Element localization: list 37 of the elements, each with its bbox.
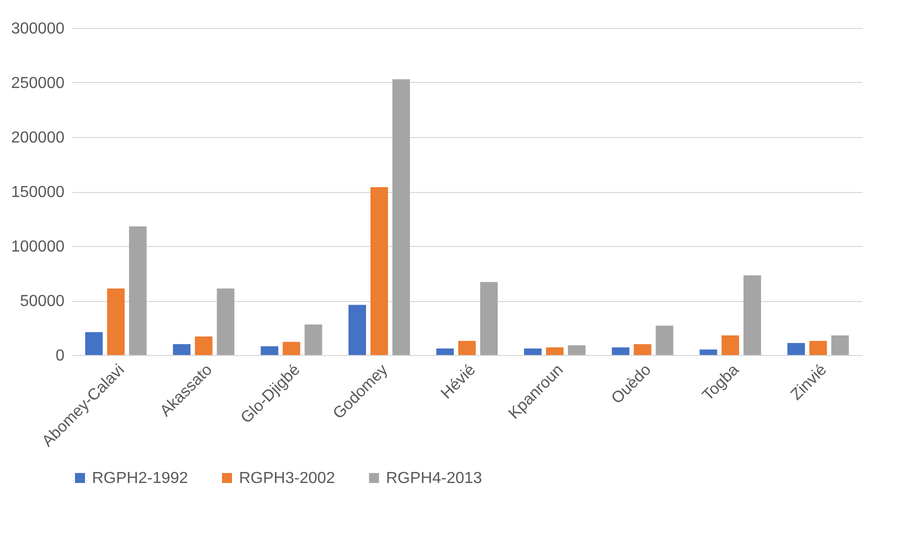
bar: [831, 335, 849, 355]
bar: [216, 288, 234, 355]
y-tick-label: 300000: [11, 20, 65, 38]
y-tick-label: 200000: [11, 130, 65, 146]
bar: [744, 275, 762, 355]
bar: [282, 342, 300, 355]
bar: [722, 335, 740, 355]
y-tick-label: 100000: [11, 238, 65, 256]
bar: [656, 326, 674, 355]
bar: [524, 348, 542, 355]
bar: [348, 304, 366, 355]
bar: [809, 340, 827, 355]
legend-label: RGPH4-2013: [386, 470, 482, 487]
y-tick-label: 250000: [11, 75, 65, 92]
bar: [370, 187, 388, 355]
bar: [458, 340, 476, 355]
bar: [85, 332, 103, 355]
bar: [194, 336, 212, 355]
bar: [568, 345, 586, 355]
bar: [260, 346, 278, 355]
legend-label: RGPH3-2002: [239, 470, 336, 487]
bar: [700, 350, 718, 355]
bar: [436, 348, 454, 355]
legend-label: RGPH2-1992: [92, 470, 188, 487]
y-tick-label: 0: [56, 348, 65, 364]
bar: [634, 344, 652, 355]
bar: [546, 347, 564, 355]
bar: [129, 226, 147, 355]
bar: [107, 288, 125, 355]
bar: [304, 324, 322, 355]
bar: [392, 79, 410, 355]
bar: [480, 282, 498, 355]
bar: [612, 347, 630, 355]
y-tick-label: 150000: [11, 184, 65, 201]
bar: [172, 344, 190, 355]
y-tick-label: 50000: [20, 293, 65, 310]
bar: [787, 343, 805, 355]
